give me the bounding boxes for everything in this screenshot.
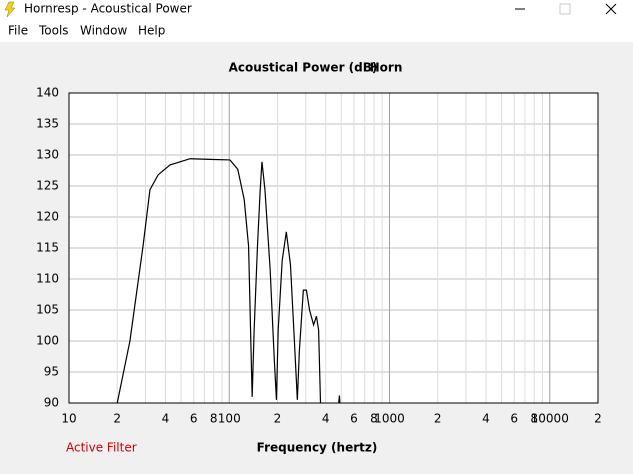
x-tick-label: 8 [210,412,218,426]
app-icon [4,1,16,18]
x-tick-label: 10000 [531,412,569,426]
x-tick-label: 2 [113,412,121,426]
plot-frame [68,92,599,404]
menu-item[interactable]: Help [138,24,165,38]
window-title: Hornresp - Acoustical Power [24,2,192,16]
x-tick-label: 2 [594,412,602,426]
y-tick-label: 125 [36,179,59,193]
y-tick-label: 135 [36,117,59,131]
data-line [116,158,341,403]
x-tick-label: 2 [274,412,282,426]
plot-marks [116,158,341,403]
close-button[interactable] [605,3,617,15]
y-tick-label: 140 [36,86,59,100]
status-label: Active Filter [66,441,137,455]
y-tick-label: 100 [36,334,59,348]
x-tick-label: 6 [190,412,198,426]
menu-item[interactable]: Tools [38,24,69,38]
y-tick-label: 90 [44,396,59,410]
x-axis-label: Frequency (hertz) [257,441,378,455]
x-tick-label: 4 [322,412,330,426]
x-tick-label: 100 [218,412,241,426]
y-tick-label: 110 [36,272,59,286]
x-tick-label: 4 [162,412,170,426]
title-and-menu-bar [0,0,633,42]
y-tick-label: 130 [36,148,59,162]
y-tick-label: 95 [44,365,59,379]
menu-item[interactable]: File [8,24,28,38]
y-tick-label: 115 [36,241,59,255]
menu-item[interactable]: Window [80,24,128,38]
chart-title: Acoustical Power (dB) [229,61,378,75]
x-tick-label: 6 [350,412,358,426]
x-tick-label: 8 [370,412,378,426]
chart-subtitle: Horn [370,61,403,75]
x-tick-label: 10 [61,412,76,426]
x-tick-label: 1000 [374,412,405,426]
x-tick-label: 6 [510,412,518,426]
maximize-button[interactable] [559,3,571,15]
x-tick-label: 8 [530,412,538,426]
x-tick-label: 2 [434,412,442,426]
y-tick-label: 120 [36,210,59,224]
y-tick-label: 105 [36,303,59,317]
x-tick-label: 4 [482,412,490,426]
